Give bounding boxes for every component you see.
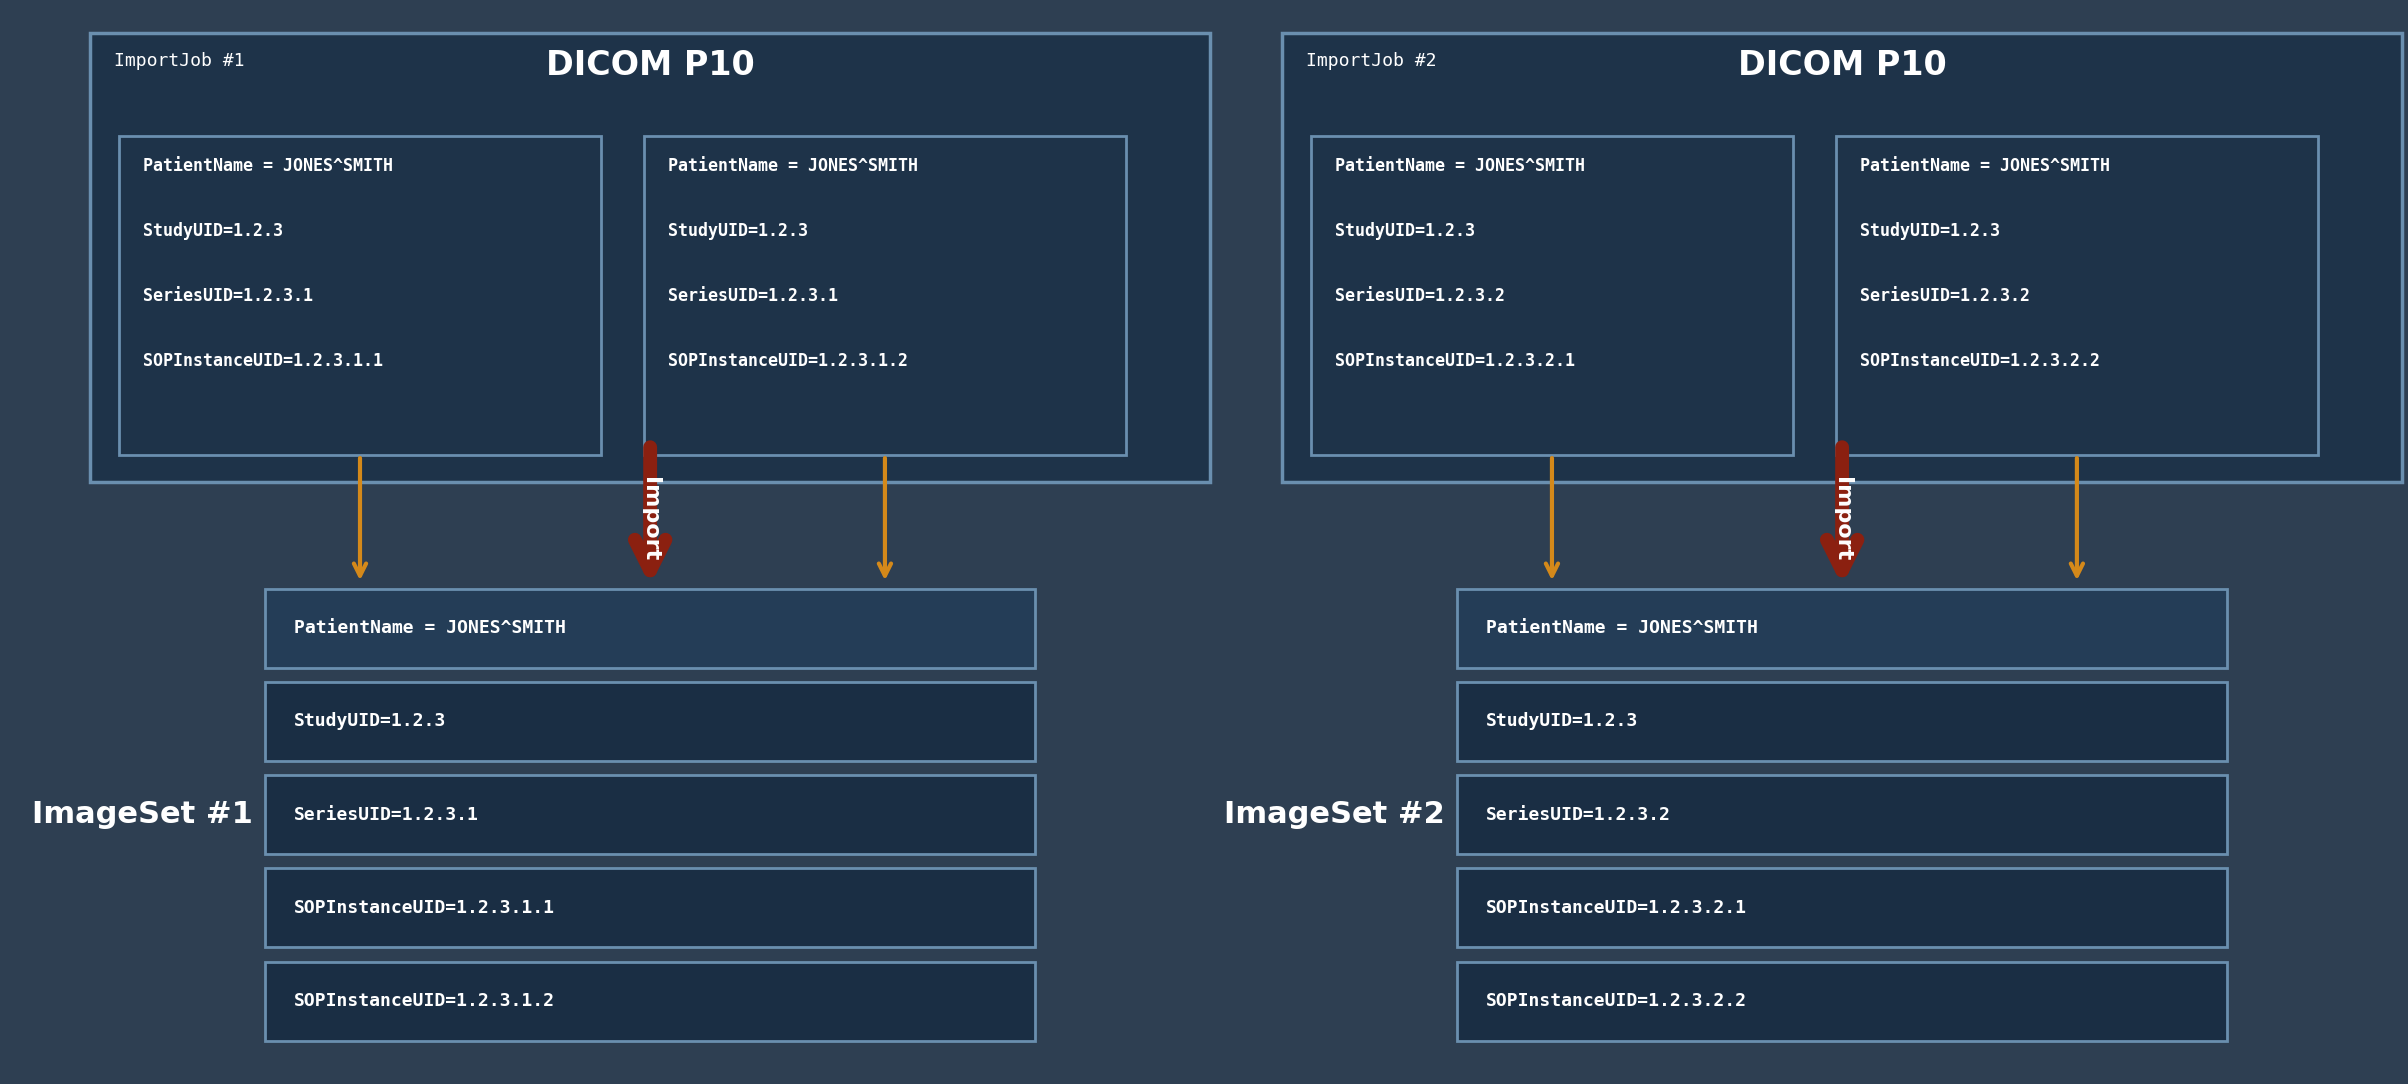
FancyBboxPatch shape <box>1281 33 2403 482</box>
Text: SOPInstanceUID=1.2.3.1.1: SOPInstanceUID=1.2.3.1.1 <box>294 899 554 917</box>
Text: ImportJob #2: ImportJob #2 <box>1305 52 1438 70</box>
FancyBboxPatch shape <box>645 136 1127 455</box>
Text: StudyUID=1.2.3: StudyUID=1.2.3 <box>1486 712 1637 731</box>
Text: StudyUID=1.2.3: StudyUID=1.2.3 <box>144 222 284 240</box>
Text: Import: Import <box>1832 477 1852 562</box>
FancyBboxPatch shape <box>265 682 1035 761</box>
Text: PatientName = JONES^SMITH: PatientName = JONES^SMITH <box>1486 619 1758 637</box>
FancyBboxPatch shape <box>1457 962 2227 1041</box>
Text: StudyUID=1.2.3: StudyUID=1.2.3 <box>669 222 809 240</box>
Text: SeriesUID=1.2.3.2: SeriesUID=1.2.3.2 <box>1486 805 1671 824</box>
FancyBboxPatch shape <box>1457 589 2227 668</box>
Text: ImageSet #2: ImageSet #2 <box>1223 800 1445 829</box>
Text: PatientName = JONES^SMITH: PatientName = JONES^SMITH <box>669 157 917 175</box>
FancyBboxPatch shape <box>1310 136 1792 455</box>
FancyBboxPatch shape <box>1457 775 2227 854</box>
Text: StudyUID=1.2.3: StudyUID=1.2.3 <box>1334 222 1476 240</box>
Text: PatientName = JONES^SMITH: PatientName = JONES^SMITH <box>294 619 566 637</box>
Text: DICOM P10: DICOM P10 <box>547 49 754 81</box>
FancyBboxPatch shape <box>1835 136 2316 455</box>
Text: SOPInstanceUID=1.2.3.1.1: SOPInstanceUID=1.2.3.1.1 <box>144 352 383 370</box>
Text: PatientName = JONES^SMITH: PatientName = JONES^SMITH <box>144 157 393 175</box>
FancyBboxPatch shape <box>265 962 1035 1041</box>
Text: SeriesUID=1.2.3.1: SeriesUID=1.2.3.1 <box>669 287 838 305</box>
FancyBboxPatch shape <box>1457 868 2227 947</box>
Text: SeriesUID=1.2.3.1: SeriesUID=1.2.3.1 <box>294 805 479 824</box>
FancyBboxPatch shape <box>265 589 1035 668</box>
FancyBboxPatch shape <box>1457 682 2227 761</box>
Text: DICOM P10: DICOM P10 <box>1739 49 1946 81</box>
Text: ImageSet #1: ImageSet #1 <box>31 800 253 829</box>
Text: PatientName = JONES^SMITH: PatientName = JONES^SMITH <box>1334 157 1584 175</box>
Text: Import: Import <box>641 477 660 562</box>
Text: StudyUID=1.2.3: StudyUID=1.2.3 <box>294 712 445 731</box>
Text: SOPInstanceUID=1.2.3.2.2: SOPInstanceUID=1.2.3.2.2 <box>1859 352 2100 370</box>
Text: SeriesUID=1.2.3.1: SeriesUID=1.2.3.1 <box>144 287 313 305</box>
FancyBboxPatch shape <box>265 775 1035 854</box>
Text: SOPInstanceUID=1.2.3.2.1: SOPInstanceUID=1.2.3.2.1 <box>1486 899 1746 917</box>
Text: SOPInstanceUID=1.2.3.2.2: SOPInstanceUID=1.2.3.2.2 <box>1486 992 1746 1010</box>
Text: StudyUID=1.2.3: StudyUID=1.2.3 <box>1859 222 2001 240</box>
Text: SOPInstanceUID=1.2.3.1.2: SOPInstanceUID=1.2.3.1.2 <box>669 352 908 370</box>
FancyBboxPatch shape <box>120 136 602 455</box>
FancyBboxPatch shape <box>265 868 1035 947</box>
Text: PatientName = JONES^SMITH: PatientName = JONES^SMITH <box>1859 157 2109 175</box>
Text: SeriesUID=1.2.3.2: SeriesUID=1.2.3.2 <box>1334 287 1505 305</box>
Text: SOPInstanceUID=1.2.3.1.2: SOPInstanceUID=1.2.3.1.2 <box>294 992 554 1010</box>
FancyBboxPatch shape <box>92 33 1211 482</box>
Text: ImportJob #1: ImportJob #1 <box>116 52 246 70</box>
Text: SeriesUID=1.2.3.2: SeriesUID=1.2.3.2 <box>1859 287 2030 305</box>
Text: SOPInstanceUID=1.2.3.2.1: SOPInstanceUID=1.2.3.2.1 <box>1334 352 1575 370</box>
